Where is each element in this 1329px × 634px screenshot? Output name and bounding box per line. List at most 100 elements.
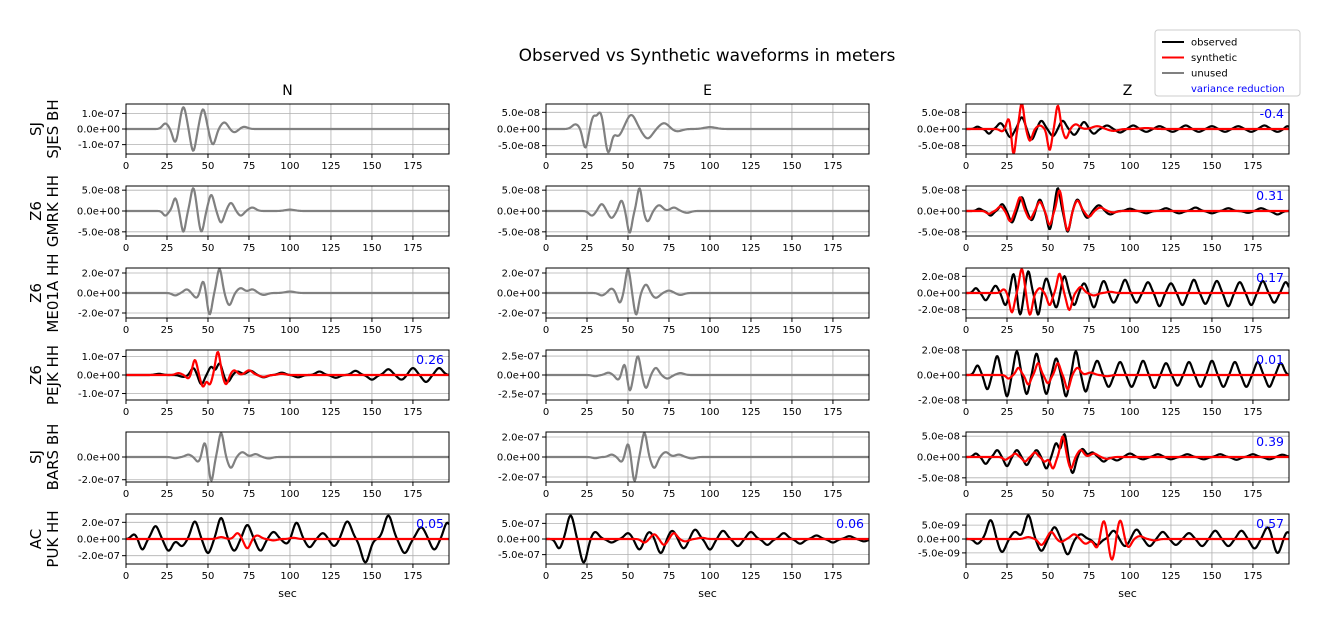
y-tick-label: 0.0e+00 [917,125,960,136]
x-tick-label: 50 [1042,243,1055,254]
x-tick-label: 150 [362,243,381,254]
waveform-panel: 0 25 50 75 100 125 150 175 2.5e-07 0.0e+00 -2.5e-0… [497,349,870,418]
traces [126,514,449,564]
y-tick-label: 0.0e+00 [917,371,960,382]
observed-trace [966,433,1289,475]
x-tick-label: 125 [1161,571,1180,582]
legend-label: variance reduction [1191,84,1285,95]
x-tick-label: 25 [1001,571,1014,582]
traces [546,514,869,564]
x-tick-label: 75 [663,325,676,336]
traces [966,433,1289,475]
traces [546,111,869,154]
y-tick-label: 2.0e-07 [502,269,540,280]
x-tick-label: 175 [823,243,842,254]
x-tick-label: 0 [123,243,129,254]
synthetic-trace [546,532,869,546]
station-row: SJ SJES BH 0 25 50 75 100 125 150 175 1.0e-07 0.0e+… [27,83,1290,172]
x-tick-label: 75 [243,489,256,500]
x-tick-label: 50 [1042,325,1055,336]
y-tick-label: 5.0e-08 [922,108,960,119]
x-tick-label: 25 [581,161,594,172]
x-tick-label: 25 [161,489,174,500]
panel-grid: SJ SJES BH0 25 50 75 100 125 150 1751.0e-070.0e+… [27,83,1290,600]
x-tick-label: 75 [243,161,256,172]
y-tick-label: 0.0e+00 [77,207,120,218]
x-tick-label: 75 [1083,489,1096,500]
x-tick-label: 50 [202,489,215,500]
x-tick-label: 0 [543,571,549,582]
station-code: ME01A HH [44,253,62,332]
waveform-panel: 0 25 50 75 100 125 150 175 5.0e-08 0.0e+00 -5.0e-0… [497,185,870,254]
x-tick-label: 50 [1042,161,1055,172]
traces [126,106,449,152]
x-tick-label: 175 [823,325,842,336]
x-tick-label: 125 [1161,489,1180,500]
x-tick-label: 175 [403,489,422,500]
x-tick-label: 150 [362,161,381,172]
x-tick-label: 0 [963,407,969,418]
x-tick-label: 0 [543,407,549,418]
x-tick-label: 100 [280,407,299,418]
y-tick-label: 1.0e-07 [82,352,120,363]
x-tick-label: 150 [782,571,801,582]
x-tick-label: 50 [202,325,215,336]
x-tick-label: 150 [1202,243,1221,254]
variance-reduction-value: 0.39 [1256,434,1284,449]
x-tick-label: 175 [403,161,422,172]
legend-label: synthetic [1191,53,1237,64]
y-tick-label: 0.0e+00 [497,207,540,218]
x-tick-label: 25 [581,325,594,336]
x-tick-label: 50 [202,161,215,172]
x-tick-label: 125 [321,325,340,336]
waveform-panel: 0 25 50 75 100 125 150 175 2.0e-07 0.0e+00 -2.0e-0… [497,267,870,336]
component-title: N [282,83,292,99]
variance-reduction-value: 0.31 [1256,188,1284,203]
x-tick-label: 175 [403,325,422,336]
x-tick-label: 0 [123,161,129,172]
waveform-panel: 0 25 50 75 100 125 150 175 1.0e-07 0.0e+00 -1.0e-0… [77,349,450,418]
x-tick-label: 50 [202,571,215,582]
station-row: AC PUK HH 0 25 50 75 100 125 150 175 2.0e-07 0.0e+0… [27,510,1290,600]
y-tick-label: 0.0e+00 [77,371,120,382]
station-code: BARS BH [44,424,62,491]
traces [966,104,1289,154]
x-tick-label: 100 [700,325,719,336]
x-tick-label: 125 [321,161,340,172]
x-tick-label: 75 [663,407,676,418]
x-tick-label: 75 [663,161,676,172]
x-tick-label: 100 [280,161,299,172]
x-tick-label: 125 [741,161,760,172]
station-label: Z6 ME01A HH [27,253,62,332]
y-tick-label: 5.0e-08 [82,186,120,197]
traces [546,187,869,234]
waveform-panel: 0 25 50 75 100 125 150 175 2.0e-07 0.0e+00 -2.0e-0… [497,431,870,500]
x-tick-label: 150 [362,489,381,500]
legend: observed synthetic unused variance reductio… [1154,29,1301,97]
waveform-panel: 0 25 50 75 100 125 150 175 2.0e-08 0.0e+00 -2.0e-0… [917,267,1290,336]
x-tick-label: 0 [123,325,129,336]
variance-reduction-value: 0.57 [1256,516,1284,531]
component-title: Z [1123,83,1133,99]
y-tick-label: 0.0e+00 [917,207,960,218]
unused-trace [546,355,869,392]
x-tick-label: 75 [243,571,256,582]
x-tick-label: 125 [1161,325,1180,336]
network-code: SJ [27,122,45,136]
x-tick-label: 125 [1161,243,1180,254]
synthetic-trace [966,362,1289,391]
x-tick-label: 100 [700,489,719,500]
y-tick-label: -2.0e-08 [918,305,960,316]
station-label: Z6 GMRK HH [27,175,62,247]
station-row: SJ BARS BH 0 25 50 75 100 125 150 175 0.0e+00 -2.0e… [27,424,1290,500]
y-tick-label: -2.0e-08 [918,396,960,407]
waveform-panel: 0 25 50 75 100 125 150 175 5.0e-09 0.0e+00 -5.0e-0… [917,513,1290,600]
legend-box [1154,29,1301,97]
x-tick-label: 75 [1083,161,1096,172]
x-tick-label: 75 [243,243,256,254]
waveform-panel: 0 25 50 75 100 125 150 175 0.0e+00 -2.0e-07 [77,431,450,500]
x-tick-label: 25 [581,489,594,500]
x-tick-label: 75 [663,489,676,500]
x-tick-label: 25 [161,243,174,254]
x-tick-label: 50 [622,161,635,172]
